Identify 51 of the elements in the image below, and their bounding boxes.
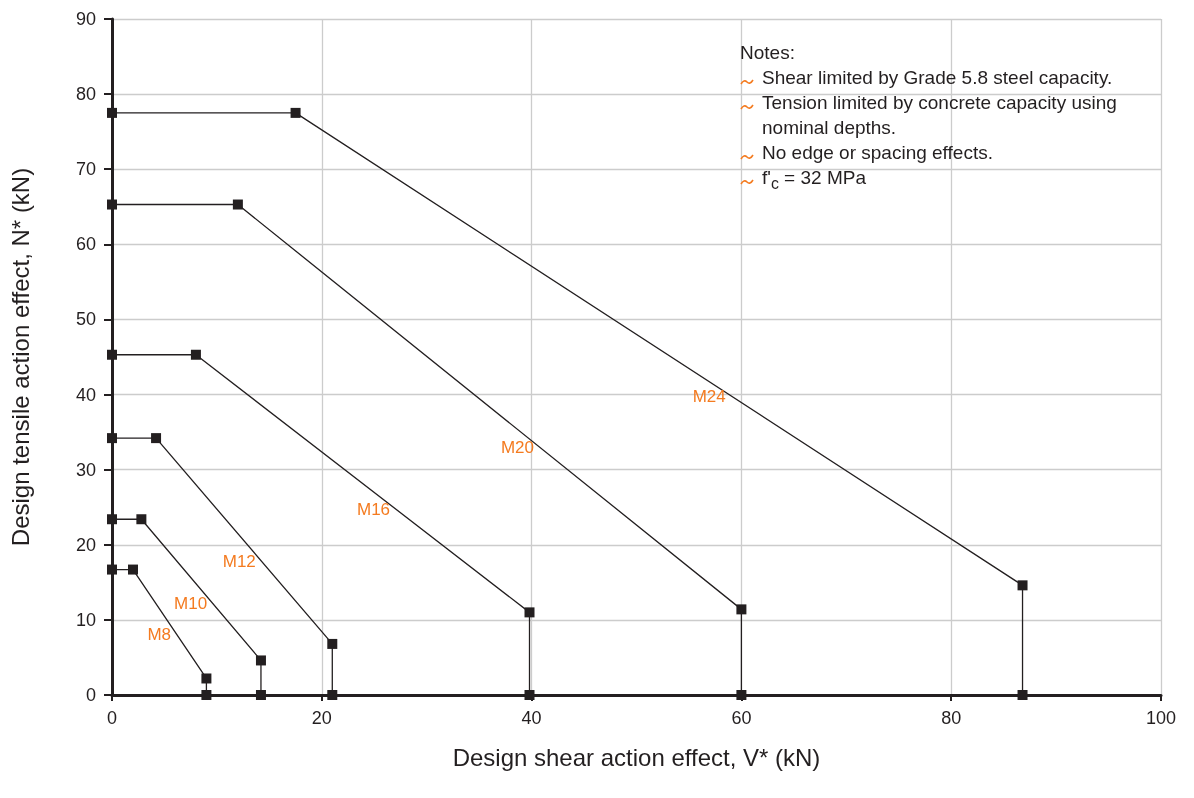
y-tick-label: 40	[75, 384, 96, 405]
series-label: M24	[692, 386, 726, 406]
point	[327, 638, 338, 649]
point	[107, 199, 117, 210]
y-tick-label: 10	[75, 609, 96, 630]
point	[127, 564, 138, 575]
x-tick-label: 0	[106, 708, 118, 728]
x-tick-label: 20	[311, 708, 332, 728]
point	[107, 564, 117, 575]
y-tick-label: 90	[75, 9, 96, 29]
point	[290, 107, 301, 118]
point	[255, 655, 266, 666]
point	[107, 433, 117, 444]
annotation: Tension limited by concrete capacity using nominal depths.	[762, 91, 1118, 140]
annotation: Shear limited by Grade 5.8 steel capacity.	[762, 66, 1113, 90]
y-tick-label: 0	[85, 685, 96, 705]
y-tick-label: 70	[75, 159, 96, 180]
point	[232, 199, 243, 210]
point	[201, 673, 212, 684]
x-tick-label: 80	[941, 708, 962, 728]
y-tick-label: 60	[75, 234, 96, 255]
point	[107, 349, 117, 360]
series-label: M16	[356, 499, 391, 519]
y-tick-label: 20	[75, 534, 96, 555]
x-tick-label: 100	[1145, 708, 1177, 728]
series-label: M20	[500, 437, 534, 457]
x-tick-label: 40	[521, 708, 542, 728]
y-tick-label: 30	[75, 459, 96, 480]
series-label: M12	[222, 552, 256, 572]
point	[190, 349, 201, 360]
series-label: M10	[174, 594, 208, 614]
y-axis-title: Design tensile action effect, N* (kN)	[6, 167, 34, 547]
annotation: No edge or spacing effects.	[762, 141, 993, 165]
series-label: M8	[147, 625, 172, 645]
x-axis-title: Design shear action effect, V* (kN)	[452, 743, 821, 771]
point	[1017, 580, 1028, 591]
annotation: Notes:	[740, 41, 795, 65]
point	[151, 433, 162, 444]
point	[107, 107, 117, 118]
point	[736, 604, 747, 615]
point	[136, 514, 147, 525]
point	[201, 690, 212, 700]
point	[327, 690, 338, 700]
point	[524, 607, 535, 618]
annotation: f'$_{c}$ = 32 MPa	[762, 166, 866, 194]
y-tick-label: 50	[75, 309, 96, 330]
point	[1017, 690, 1028, 700]
point	[255, 690, 266, 700]
y-tick-label: 80	[75, 84, 96, 105]
x-tick-label: 60	[731, 708, 752, 728]
point	[107, 514, 117, 525]
